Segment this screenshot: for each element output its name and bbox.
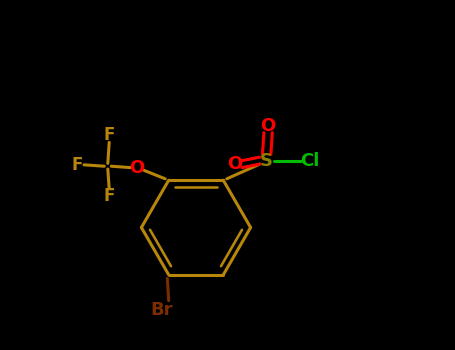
Text: O: O xyxy=(130,159,145,177)
Text: F: F xyxy=(71,156,83,174)
Text: O: O xyxy=(228,155,243,173)
Text: F: F xyxy=(104,187,115,205)
Text: Br: Br xyxy=(151,301,173,319)
Text: O: O xyxy=(260,117,276,135)
Text: S: S xyxy=(260,152,273,170)
Text: F: F xyxy=(104,126,115,145)
Text: Cl: Cl xyxy=(300,152,320,170)
